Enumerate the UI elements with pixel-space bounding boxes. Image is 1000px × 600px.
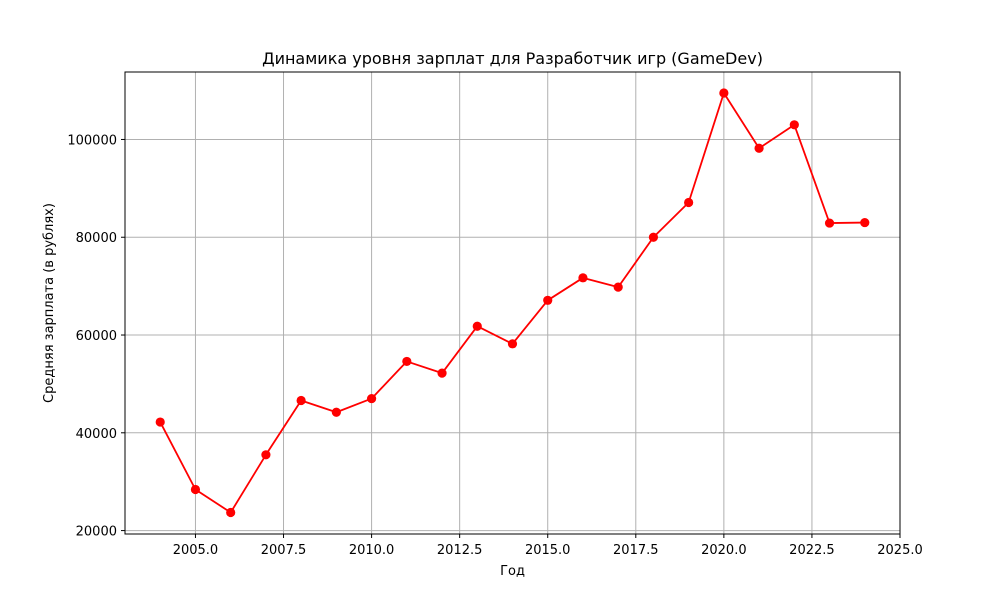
data-point xyxy=(648,232,659,242)
x-tick-label: 2005.0 xyxy=(173,543,219,558)
x-tick-label: 2025.0 xyxy=(877,543,923,558)
x-axis: 2005.0 2007.5 2010.0 2012.5 2015.0 2017.5 2020… xyxy=(173,534,923,558)
y-tick-label: 20000 xyxy=(76,525,117,540)
x-tick-label: 2022.5 xyxy=(789,543,835,558)
data-point xyxy=(366,393,377,404)
data-point xyxy=(719,88,729,98)
series-layer xyxy=(155,88,870,518)
x-tick-label: 2012.5 xyxy=(437,543,483,558)
data-point xyxy=(613,282,623,292)
chart-title: Динамика уровня зарплат для Разработчик … xyxy=(262,49,763,68)
data-point xyxy=(578,273,588,283)
data-point xyxy=(296,395,306,406)
data-point xyxy=(684,197,694,208)
data-point xyxy=(472,321,482,331)
x-tick-label: 2017.5 xyxy=(613,543,659,558)
data-point xyxy=(860,217,870,228)
data-point xyxy=(190,484,201,495)
y-tick-label: 80000 xyxy=(76,231,117,246)
x-tick-label: 2007.5 xyxy=(261,543,307,558)
data-point xyxy=(754,143,764,153)
y-axis-label: Средняя зарплата (в рублях) xyxy=(42,203,57,403)
data-point xyxy=(543,295,553,305)
y-tick-label: 40000 xyxy=(76,427,117,442)
data-point xyxy=(507,339,518,349)
data-point xyxy=(824,218,835,228)
y-axis: 20000 40000 60000 80000 100000 xyxy=(67,133,125,540)
data-point xyxy=(331,407,341,417)
data-point xyxy=(789,120,799,130)
x-axis-label: Год xyxy=(500,564,525,579)
x-tick-label: 2015.0 xyxy=(525,543,571,558)
data-point xyxy=(402,356,412,367)
data-point xyxy=(155,417,165,427)
x-tick-label: 2020.0 xyxy=(701,543,747,558)
data-point xyxy=(437,368,447,378)
y-tick-label: 60000 xyxy=(76,329,117,344)
data-point xyxy=(261,450,271,460)
y-tick-label: 100000 xyxy=(67,133,117,148)
data-point xyxy=(226,507,236,518)
x-tick-label: 2010.0 xyxy=(349,543,395,558)
plot-area-frame xyxy=(124,71,901,535)
